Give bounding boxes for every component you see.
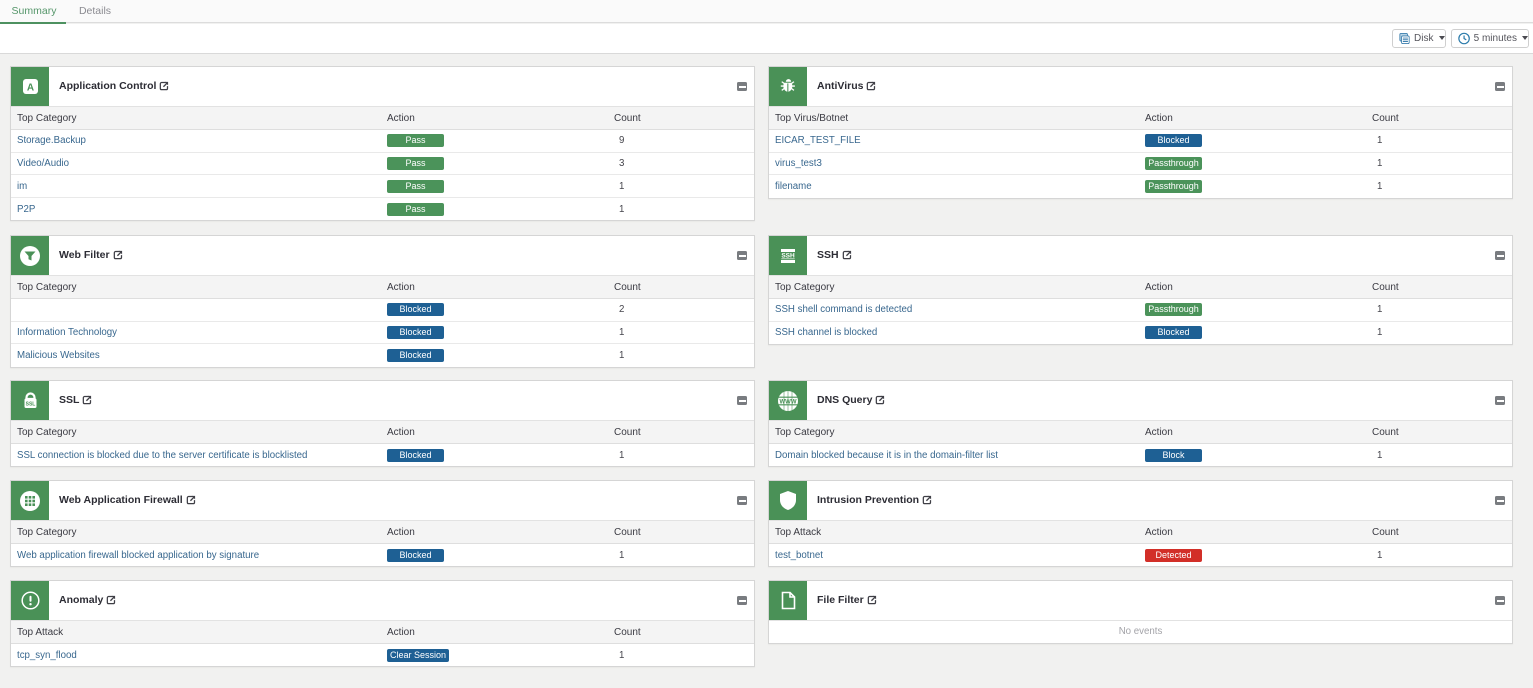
svg-text:SSL: SSL	[25, 402, 35, 408]
svg-text:SSH: SSH	[781, 252, 795, 259]
svg-text:WWW: WWW	[780, 399, 797, 405]
svg-text:A: A	[26, 83, 33, 94]
